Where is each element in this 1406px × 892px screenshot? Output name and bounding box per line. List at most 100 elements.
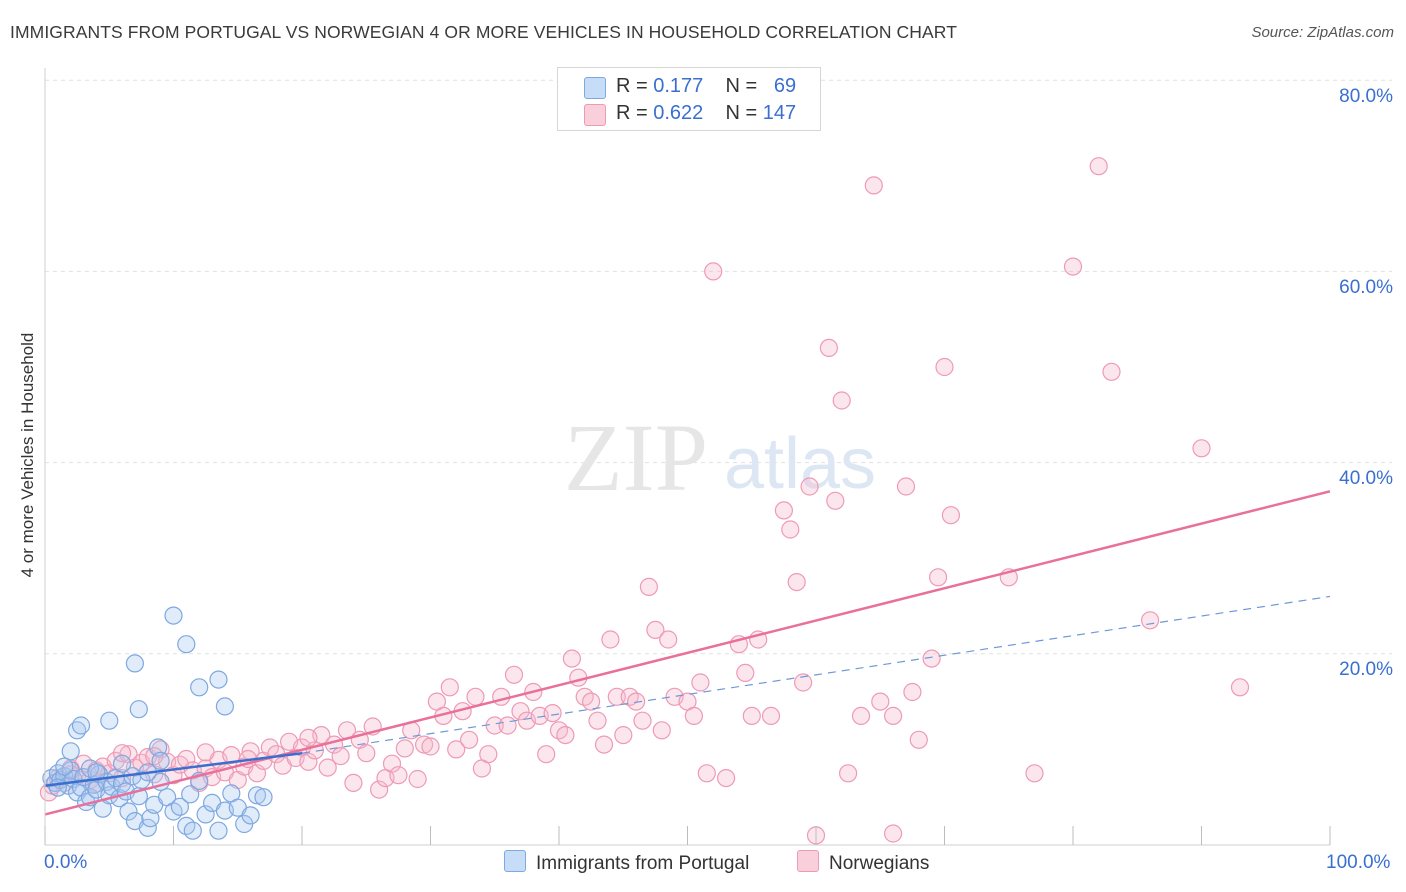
- point-norwegians: [903, 682, 922, 702]
- point-norwegians: [556, 725, 575, 745]
- point-portugal: [254, 788, 273, 807]
- point-norwegians: [1140, 611, 1160, 630]
- point-norwegians: [922, 649, 941, 668]
- point-norwegians: [697, 764, 716, 783]
- legend-item-portugal: Immigrants from Portugal: [504, 850, 749, 875]
- legend-swatch: [504, 850, 526, 872]
- point-portugal: [71, 716, 91, 735]
- n-value: 147: [762, 102, 797, 124]
- point-norwegians: [318, 758, 337, 777]
- point-norwegians: [883, 706, 903, 726]
- point-norwegians: [112, 744, 132, 763]
- y-tick-label: 60.0%: [1339, 277, 1393, 298]
- point-norwegians: [871, 692, 890, 711]
- trend-line-portugal-extended: [301, 595, 1331, 754]
- point-norwegians: [659, 630, 678, 649]
- point-portugal: [48, 778, 68, 797]
- point-norwegians: [684, 706, 704, 726]
- point-norwegians: [838, 764, 858, 783]
- point-norwegians: [389, 766, 408, 785]
- point-norwegians: [466, 687, 485, 706]
- point-norwegians: [511, 702, 530, 721]
- point-norwegians: [594, 735, 614, 754]
- point-norwegians: [614, 725, 633, 745]
- point-norwegians: [344, 773, 363, 793]
- point-portugal: [151, 751, 170, 771]
- legend-swatch: [584, 77, 606, 99]
- point-norwegians: [440, 678, 459, 697]
- point-portugal: [190, 678, 209, 697]
- point-norwegians: [652, 721, 671, 740]
- point-norwegians: [928, 568, 948, 587]
- point-norwegians: [935, 357, 954, 377]
- point-norwegians: [819, 338, 839, 357]
- point-norwegians: [851, 706, 871, 726]
- watermark-atlas: atlas: [724, 424, 876, 504]
- point-portugal: [247, 786, 267, 805]
- y-tick-label: 40.0%: [1339, 468, 1393, 489]
- legend-item-norwegians: Norwegians: [797, 850, 929, 875]
- point-norwegians: [787, 572, 806, 592]
- legend-label: Immigrants from Portugal: [536, 853, 750, 874]
- point-portugal: [183, 821, 202, 840]
- legend-label: Norwegians: [829, 853, 930, 874]
- legend-swatch: [797, 850, 819, 872]
- point-portugal: [196, 805, 215, 824]
- point-norwegians: [639, 577, 659, 597]
- point-norwegians: [826, 491, 845, 510]
- point-norwegians: [504, 665, 524, 684]
- point-portugal: [129, 700, 148, 719]
- correlation-legend: R = 0.177 N = 69 R = 0.622 N = 147: [557, 67, 821, 131]
- n-label: N =: [725, 102, 758, 124]
- point-norwegians: [1230, 678, 1250, 697]
- point-norwegians: [196, 743, 215, 762]
- axes: [44, 68, 1331, 846]
- point-norwegians: [1025, 764, 1044, 783]
- point-norwegians: [633, 711, 652, 730]
- source-label: Source: ZipAtlas.com: [1251, 24, 1394, 41]
- point-norwegians: [864, 176, 883, 195]
- point-norwegians: [357, 744, 376, 763]
- point-portugal: [141, 809, 160, 828]
- point-norwegians: [691, 673, 710, 692]
- point-portugal: [55, 757, 74, 776]
- point-portugal: [170, 797, 189, 816]
- r-value: 0.177: [653, 75, 704, 97]
- point-norwegians: [607, 687, 626, 706]
- r-label: R =: [616, 75, 648, 97]
- point-norwegians: [626, 692, 646, 711]
- data-points: [39, 157, 1250, 845]
- point-norwegians: [498, 716, 517, 735]
- point-portugal: [87, 763, 106, 782]
- n-label: N =: [725, 75, 758, 97]
- point-norwegians: [646, 620, 665, 640]
- point-norwegians: [761, 706, 781, 726]
- point-norwegians: [408, 769, 427, 789]
- point-norwegians: [736, 663, 755, 683]
- point-portugal: [177, 635, 196, 654]
- point-portugal: [149, 738, 168, 757]
- point-portugal: [119, 802, 138, 821]
- point-norwegians: [781, 520, 800, 539]
- point-portugal: [209, 821, 228, 840]
- point-norwegians: [832, 391, 851, 410]
- point-norwegians: [537, 745, 556, 764]
- point-norwegians: [1063, 257, 1083, 276]
- x-tick-label-min: 0.0%: [44, 852, 88, 873]
- point-portugal: [215, 697, 234, 716]
- n-value: 69: [773, 75, 797, 97]
- point-norwegians: [562, 649, 582, 668]
- trend-line-portugal: [44, 751, 303, 787]
- point-norwegians: [883, 824, 903, 843]
- x-tick-label-max: 100.0%: [1326, 852, 1391, 873]
- r-value: 0.622: [653, 102, 704, 124]
- point-norwegians: [941, 506, 961, 525]
- y-tick-label: 20.0%: [1339, 659, 1393, 680]
- point-norwegians: [395, 739, 414, 758]
- point-norwegians: [909, 730, 928, 749]
- point-norwegians: [588, 711, 607, 730]
- point-norwegians: [581, 692, 601, 711]
- point-norwegians: [1102, 362, 1121, 381]
- trend-lines: [44, 490, 1331, 816]
- point-portugal: [112, 754, 132, 773]
